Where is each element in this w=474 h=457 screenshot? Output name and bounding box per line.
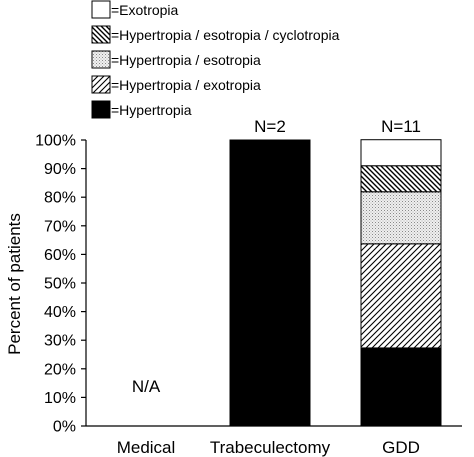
bar-annotations: N/A N=2 N=11	[132, 117, 421, 396]
y-axis: 0% 10% 20% 30% 40% 50% 60% 70% 80% 90% 100%	[35, 133, 87, 436]
legend-swatch	[91, 50, 111, 69]
y-tick-label: 40%	[44, 304, 76, 321]
bar-annotation: N/A	[132, 377, 161, 396]
x-tick-label: Trabeculectomy	[210, 438, 331, 457]
y-tick-label: 30%	[44, 333, 76, 350]
legend-label: =Hypertropia	[111, 102, 192, 118]
legend: =Exotropia =Hypertropia / esotropia / cyc…	[91, 0, 340, 119]
x-tick-label: Medical	[117, 438, 176, 457]
y-axis-label: Percent of patients	[5, 213, 24, 355]
y-tick-label: 20%	[44, 361, 76, 378]
x-axis: Medical Trabeculectomy GDD	[86, 425, 462, 457]
y-tick-label: 90%	[44, 161, 76, 178]
bar-annotation: N=11	[381, 117, 421, 136]
y-tick-label: 10%	[44, 390, 76, 407]
legend-swatch	[91, 25, 111, 44]
legend-label: =Exotropia	[111, 2, 179, 18]
bar-segment	[360, 347, 442, 427]
bar-annotation: N=2	[254, 117, 286, 136]
legend-label: =Hypertropia / exotropia	[111, 77, 261, 93]
legend-label: =Hypertropia / esotropia / cyclotropia	[111, 27, 340, 43]
y-tick-label: 80%	[44, 190, 76, 207]
bars	[229, 139, 442, 427]
bar-segment	[229, 139, 311, 427]
y-tick-label: 50%	[44, 276, 76, 293]
legend-label: =Hypertropia / esotropia	[111, 52, 261, 68]
bar-segment	[360, 139, 442, 167]
y-tick-label: 0%	[53, 419, 76, 436]
y-tick-label: 100%	[35, 133, 76, 150]
legend-swatch	[91, 0, 111, 19]
x-tick-label: GDD	[382, 438, 420, 457]
bar-segment	[360, 243, 442, 349]
legend-swatch	[91, 100, 111, 119]
y-tick-label: 70%	[44, 218, 76, 235]
bar-segment	[360, 165, 442, 193]
bar-segment	[360, 191, 442, 245]
y-tick-label: 60%	[44, 247, 76, 264]
legend-swatch	[91, 75, 111, 94]
